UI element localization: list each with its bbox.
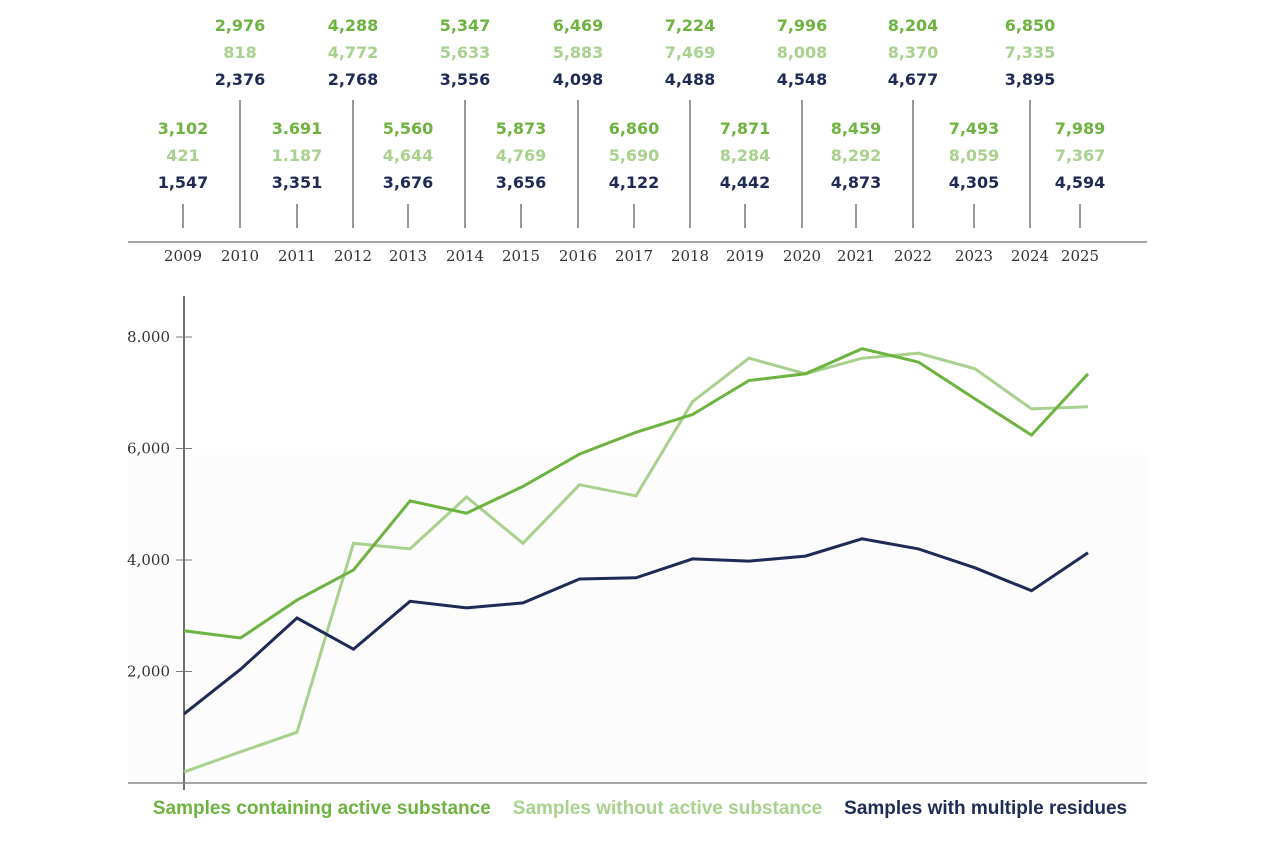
data-label: 5,347 bbox=[440, 16, 491, 35]
series-lines bbox=[183, 347, 1090, 774]
data-label: 8,459 bbox=[831, 119, 882, 138]
data-label: 5,690 bbox=[609, 146, 660, 165]
timeline-year-label: 2017 bbox=[615, 247, 653, 265]
timeline-year-label: 2022 bbox=[894, 247, 932, 265]
data-label: 3,102 bbox=[158, 119, 209, 138]
timeline-year-label: 2009 bbox=[164, 247, 202, 265]
data-label: 3,656 bbox=[496, 173, 547, 192]
data-label: 7,469 bbox=[665, 43, 716, 62]
data-label: 4,098 bbox=[553, 70, 604, 89]
data-label: 3,351 bbox=[272, 173, 323, 192]
legend-item-without-active-substance: Samples without active substance bbox=[512, 798, 823, 819]
timeline-year-label: 2013 bbox=[389, 247, 427, 265]
data-label: 4,305 bbox=[949, 173, 1000, 192]
timeline-year-label: 2025 bbox=[1061, 247, 1099, 265]
data-label: 4,548 bbox=[777, 70, 828, 89]
y-tick-label: 8.000 bbox=[127, 328, 170, 346]
data-label: 3,676 bbox=[383, 173, 434, 192]
data-label: 4,644 bbox=[383, 146, 434, 165]
data-label: 5,633 bbox=[440, 43, 491, 62]
series-line-samples-without-active-substance bbox=[183, 351, 1089, 774]
data-label: 6,469 bbox=[553, 16, 604, 35]
data-label: 818 bbox=[223, 43, 256, 62]
data-label: 4,772 bbox=[328, 43, 379, 62]
data-label: 2,976 bbox=[215, 16, 266, 35]
data-label: 4,122 bbox=[609, 173, 660, 192]
timeline-year-label: 2016 bbox=[559, 247, 597, 265]
timeline-year-label: 2018 bbox=[671, 247, 709, 265]
data-label: 8,370 bbox=[888, 43, 939, 62]
data-label: 3,556 bbox=[440, 70, 491, 89]
timeline-year-label: 2021 bbox=[837, 247, 875, 265]
data-label: 1.187 bbox=[272, 146, 323, 165]
timeline-year-label: 2015 bbox=[502, 247, 540, 265]
data-label: 6,850 bbox=[1005, 16, 1056, 35]
timeline-year-label: 2023 bbox=[955, 247, 993, 265]
data-label: 2,768 bbox=[328, 70, 379, 89]
legend: Samples containing active substance Samp… bbox=[0, 798, 1280, 820]
timeline-header: 2009 3,102 421 1,547 2010 2,976 818 2,376 2011 3.… bbox=[128, 16, 1147, 265]
data-label: 8,059 bbox=[949, 146, 1000, 165]
data-label: 8,204 bbox=[888, 16, 939, 35]
data-label: 5,873 bbox=[496, 119, 547, 138]
y-tick-label: 2,000 bbox=[127, 663, 170, 681]
data-label: 8,284 bbox=[720, 146, 771, 165]
data-label: 4,594 bbox=[1055, 173, 1106, 192]
data-label: 3.691 bbox=[272, 119, 323, 138]
timeline-year-label: 2024 bbox=[1011, 247, 1049, 265]
data-label: 7,493 bbox=[949, 119, 1000, 138]
data-label: 7,996 bbox=[777, 16, 828, 35]
data-label: 421 bbox=[166, 146, 199, 165]
data-label: 7,335 bbox=[1005, 43, 1056, 62]
data-label: 7,367 bbox=[1055, 146, 1106, 165]
data-label: 4,442 bbox=[720, 173, 771, 192]
data-label: 4,288 bbox=[328, 16, 379, 35]
timeline-year-label: 2012 bbox=[334, 247, 372, 265]
legend-item-multiple-residues: Samples with multiple residues bbox=[844, 798, 1128, 819]
timeline-year-label: 2011 bbox=[278, 247, 316, 265]
y-tick-label: 4,000 bbox=[127, 551, 170, 569]
timeline-year-label: 2014 bbox=[446, 247, 484, 265]
data-label: 2,376 bbox=[215, 70, 266, 89]
data-label: 5,883 bbox=[553, 43, 604, 62]
legend-item-active-substance: Samples containing active substance bbox=[152, 798, 491, 819]
timeline-year-label: 2019 bbox=[726, 247, 764, 265]
series-line-samples-with-multiple-residues bbox=[183, 537, 1089, 716]
data-label: 1,547 bbox=[158, 173, 209, 192]
series-line-samples-containing-active-substance bbox=[183, 347, 1090, 640]
plot-background-panel bbox=[128, 455, 1147, 783]
data-label: 8,008 bbox=[777, 43, 828, 62]
timeline-year-label: 2020 bbox=[783, 247, 821, 265]
data-label: 5,560 bbox=[383, 119, 434, 138]
data-label: 3,895 bbox=[1005, 70, 1056, 89]
data-label: 6,860 bbox=[609, 119, 660, 138]
timeline-year-label: 2010 bbox=[221, 247, 259, 265]
data-label: 7,871 bbox=[720, 119, 771, 138]
axes: 2,000 4,000 6,000 8.000 bbox=[127, 296, 1147, 790]
data-label: 8,292 bbox=[831, 146, 882, 165]
data-label: 4,677 bbox=[888, 70, 939, 89]
data-label: 4,488 bbox=[665, 70, 716, 89]
data-label: 7,989 bbox=[1055, 119, 1106, 138]
y-tick-label: 6,000 bbox=[127, 440, 170, 458]
data-label: 7,224 bbox=[665, 16, 716, 35]
data-label: 4,769 bbox=[496, 146, 547, 165]
data-label: 4,873 bbox=[831, 173, 882, 192]
